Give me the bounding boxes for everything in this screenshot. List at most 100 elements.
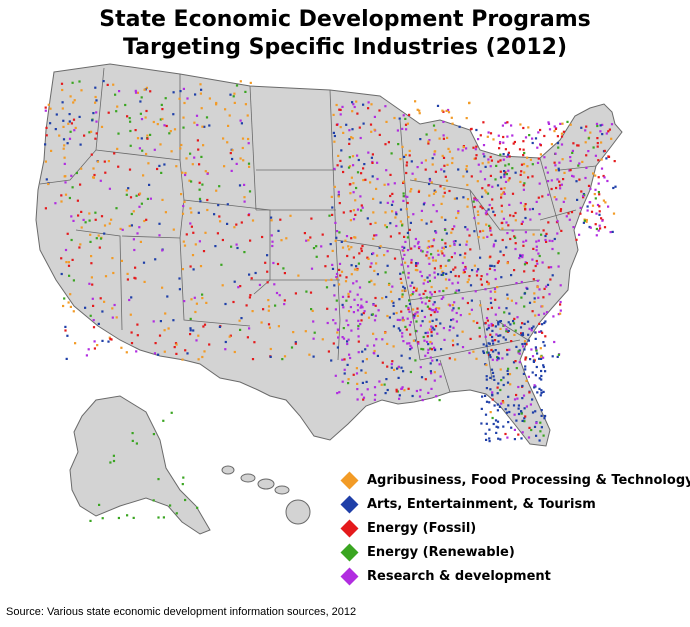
program-dot [192,329,195,332]
program-dot [196,139,199,142]
program-dot [337,336,340,339]
program-dot [578,162,581,165]
program-dot [470,308,473,311]
program-dot [355,186,358,190]
program-dot [557,353,560,356]
program-dot [158,164,161,167]
program-dot [131,439,134,442]
program-dot [395,311,398,315]
program-dot [224,108,227,111]
program-dot [391,360,394,363]
program-dot [486,328,489,331]
program-dot [535,249,538,252]
program-dot [451,161,454,165]
program-dot [389,194,392,198]
program-dot [508,155,511,158]
program-dot [559,309,562,312]
program-dot [485,223,488,226]
program-dot [531,207,534,211]
program-dot [569,156,572,159]
program-dot [486,273,489,276]
program-dot [572,142,575,145]
source-note: Source: Various state economic developme… [6,606,357,618]
program-dot [267,299,270,302]
program-dot [540,378,543,381]
program-dot [80,89,83,92]
program-dot [506,232,509,235]
program-dot [496,420,500,423]
program-dot [461,330,464,333]
program-dot [364,348,367,351]
program-dot [502,376,505,379]
program-dot [493,214,496,217]
program-dot [523,342,526,345]
program-dot [148,183,151,186]
program-dot [116,105,119,108]
program-dot [409,321,412,324]
program-dot [506,135,509,138]
program-dot [489,174,492,177]
program-dot [200,107,203,110]
program-dot [470,175,473,178]
program-dot [100,125,104,128]
program-dot [91,283,94,286]
program-dot [524,216,527,220]
program-dot [408,357,411,360]
program-dot [240,317,243,320]
program-dot [367,151,370,154]
program-dot [523,322,526,325]
program-dot [453,225,456,228]
program-dot [206,172,209,175]
program-dot [476,199,479,202]
program-dot [474,148,477,151]
program-dot [489,411,492,414]
program-dot [496,286,499,289]
program-dot [484,288,487,291]
program-dot [373,398,376,401]
program-dot [178,277,181,280]
program-dot [95,120,98,123]
program-dot [125,351,128,354]
program-dot [172,113,175,116]
program-dot [170,411,173,414]
program-dot [466,183,469,187]
program-dot [473,205,476,209]
program-dot [482,121,485,124]
program-dot [435,318,438,321]
program-dot [457,275,460,278]
program-dot [519,326,523,329]
program-dot [523,270,526,273]
program-dot [386,264,389,267]
program-dot [523,305,526,308]
program-dot [218,185,221,188]
program-dot [494,298,497,301]
program-dot [374,296,377,300]
program-dot [189,327,192,330]
program-dot [124,103,127,107]
program-dot [553,237,556,241]
program-dot [585,154,588,157]
program-dot [462,268,465,271]
program-dot [405,328,408,331]
program-dot [559,300,562,304]
program-dot [140,202,143,205]
program-dot [587,184,591,187]
program-dot [457,307,460,310]
program-dot [345,299,348,302]
program-dot [497,321,500,324]
program-dot [339,113,342,116]
program-dot [443,254,446,257]
program-dot [550,266,553,269]
program-dot [513,438,516,441]
program-dot [432,239,435,242]
program-dot [356,309,360,312]
program-dot [428,320,431,323]
program-dot [432,124,436,127]
program-dot [465,240,469,243]
program-dot [369,222,372,226]
program-dot [67,122,70,125]
program-dot [477,268,480,271]
program-dot [500,187,503,190]
program-dot [340,165,343,168]
program-dot [486,235,489,238]
